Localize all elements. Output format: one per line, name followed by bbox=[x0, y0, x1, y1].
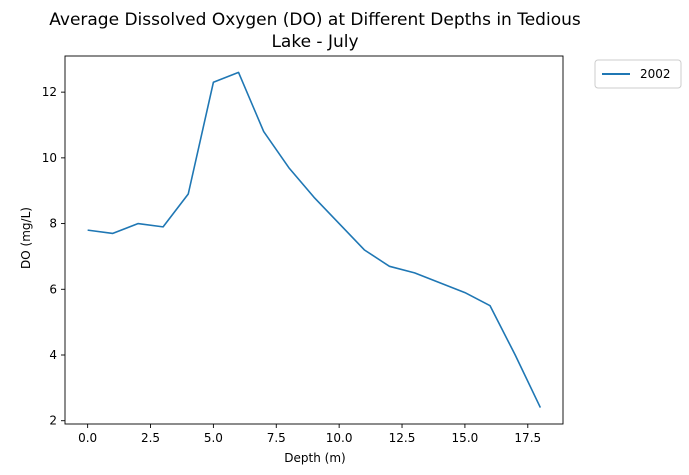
x-axis-ticks: 0.0 2.5 5.0 7.5 10.0 12.5 15.0 17.5 bbox=[78, 424, 541, 445]
x-tick-label: 10.0 bbox=[326, 431, 353, 445]
axes-frame bbox=[64, 55, 564, 425]
y-tick-label: 8 bbox=[49, 217, 57, 231]
y-axis-label: DO (mg/L) bbox=[19, 207, 33, 269]
x-tick-label: 12.5 bbox=[389, 431, 416, 445]
x-tick-label: 7.5 bbox=[267, 431, 286, 445]
series-line-2002 bbox=[87, 71, 542, 408]
x-axis-label: Depth (m) bbox=[284, 451, 345, 465]
x-tick-label: 0.0 bbox=[78, 431, 97, 445]
x-tick-label: 17.5 bbox=[514, 431, 541, 445]
chart-title-line-2: Lake - July bbox=[271, 32, 358, 52]
chart-title-line-1: Average Dissolved Oxygen (DO) at Differe… bbox=[49, 10, 581, 30]
x-tick-label: 5.0 bbox=[204, 431, 223, 445]
x-tick-label: 15.0 bbox=[452, 431, 479, 445]
legend-label-2002: 2002 bbox=[640, 67, 671, 81]
legend: 2002 bbox=[594, 59, 682, 89]
y-tick-label: 2 bbox=[49, 414, 57, 428]
legend-box bbox=[594, 59, 682, 89]
y-axis-ticks: 2 4 6 8 10 12 bbox=[42, 85, 65, 428]
y-tick-label: 6 bbox=[49, 282, 57, 296]
y-tick-label: 10 bbox=[42, 151, 57, 165]
y-tick-label: 4 bbox=[49, 348, 57, 362]
x-tick-label: 2.5 bbox=[141, 431, 160, 445]
plot-area bbox=[64, 55, 564, 425]
y-tick-label: 12 bbox=[42, 85, 57, 99]
